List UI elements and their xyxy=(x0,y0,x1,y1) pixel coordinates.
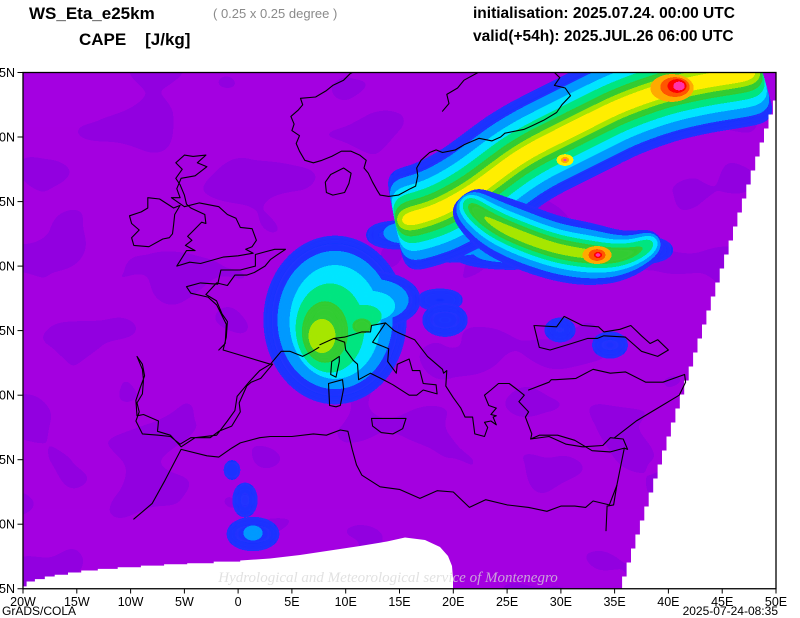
svg-text:60N: 60N xyxy=(0,131,15,145)
svg-text:50N: 50N xyxy=(0,260,15,274)
svg-text:5E: 5E xyxy=(284,595,299,609)
svg-text:0: 0 xyxy=(235,595,242,609)
svg-text:40E: 40E xyxy=(657,595,679,609)
svg-text:5W: 5W xyxy=(175,595,194,609)
svg-text:15E: 15E xyxy=(388,595,410,609)
svg-text:10E: 10E xyxy=(335,595,357,609)
svg-text:35N: 35N xyxy=(0,453,15,467)
svg-text:Hydrological and Meteorologica: Hydrological and Meteorological service … xyxy=(217,570,558,586)
svg-text:65N: 65N xyxy=(0,66,15,80)
svg-text:2025-07-24-08:35: 2025-07-24-08:35 xyxy=(683,604,779,618)
svg-text:25E: 25E xyxy=(496,595,518,609)
svg-text:45N: 45N xyxy=(0,324,15,338)
svg-text:30N: 30N xyxy=(0,518,15,532)
svg-text:30E: 30E xyxy=(550,595,572,609)
svg-text:20E: 20E xyxy=(442,595,464,609)
svg-text:40N: 40N xyxy=(0,389,15,403)
svg-text:35E: 35E xyxy=(603,595,625,609)
svg-text:55N: 55N xyxy=(0,195,15,209)
svg-text:GrADS/COLA: GrADS/COLA xyxy=(2,604,76,618)
svg-text:10W: 10W xyxy=(118,595,144,609)
svg-text:25N: 25N xyxy=(0,582,15,596)
